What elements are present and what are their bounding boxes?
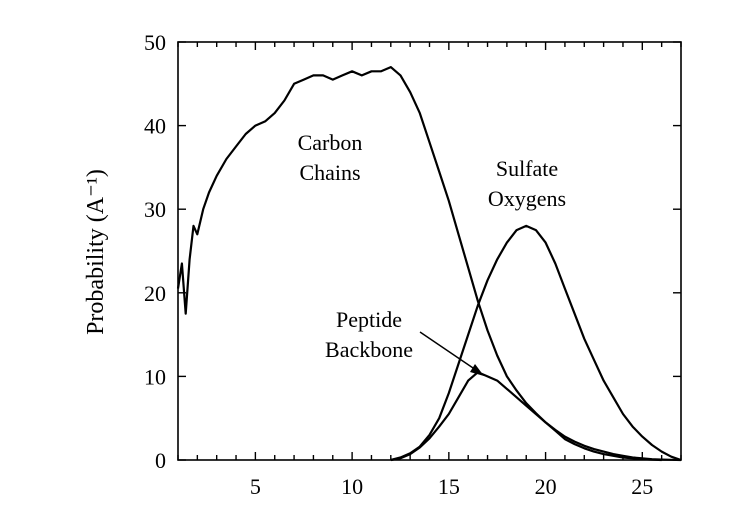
annotation-carbon-line1: Carbon [298, 130, 363, 155]
series-line-sulfate-oxygens [390, 224, 682, 462]
annotation-peptide-line1: Peptide [336, 307, 402, 332]
x-tick-label: 25 [631, 474, 653, 499]
series-line-peptide-backbone [390, 371, 662, 462]
y-tick-label: 10 [144, 364, 166, 389]
peptide-pointer-line [419, 331, 477, 371]
annotation-peptide-line2: Backbone [325, 337, 413, 362]
y-axis-title: Probability (A⁻¹) [83, 169, 109, 335]
plot-frame [177, 41, 682, 461]
annotation-sulfate-line2: Oxygens [488, 186, 566, 211]
y-tick-label: 50 [144, 30, 166, 55]
annotation-sulfate-line1: Sulfate [496, 156, 558, 181]
y-tick-label: 20 [144, 281, 166, 306]
y-axis-ticks: 0 10 20 30 40 50 [144, 30, 681, 473]
x-axis-ticks: 5 10 15 20 25 [177, 42, 682, 499]
x-tick-label: 10 [341, 474, 363, 499]
x-tick-label: 15 [438, 474, 460, 499]
peptide-pointer-arrowhead [470, 364, 484, 376]
x-tick-label: 20 [535, 474, 557, 499]
y-tick-label: 30 [144, 197, 166, 222]
annotation-carbon-line2: Chains [299, 160, 360, 185]
x-tick-label: 5 [250, 474, 261, 499]
series-layer [176, 65, 682, 462]
series-line-carbon-chains [176, 65, 682, 462]
y-tick-label: 0 [155, 448, 166, 473]
y-tick-label: 40 [144, 114, 166, 139]
